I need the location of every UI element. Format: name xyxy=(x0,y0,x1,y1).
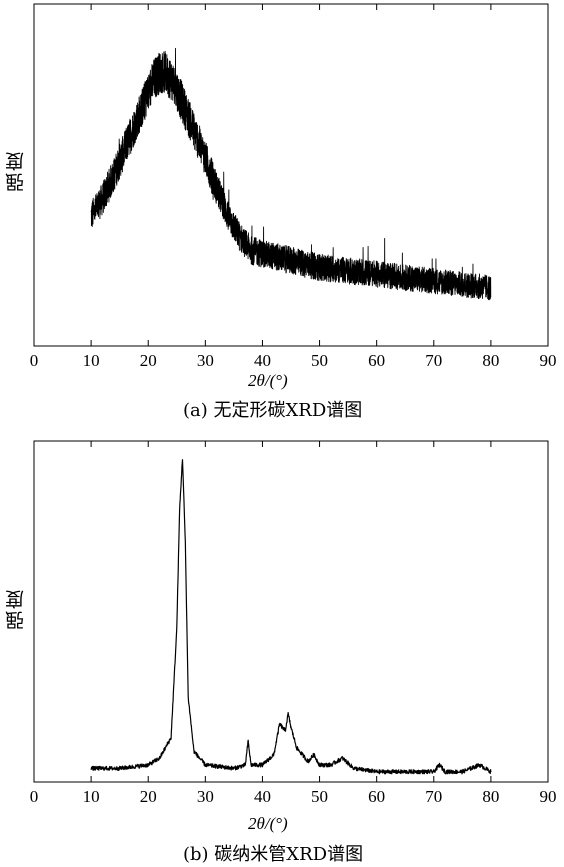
x-tick-label: 20 xyxy=(140,787,157,806)
x-tick-label: 30 xyxy=(197,787,214,806)
x-tick-label: 10 xyxy=(83,787,100,806)
x-tick-label: 0 xyxy=(30,351,39,370)
chart-a-ylabel: 强度 xyxy=(5,150,27,192)
chart-b-caption: (b) 碳纳米管XRD谱图 xyxy=(183,844,364,865)
x-tick-label: 50 xyxy=(311,351,328,370)
plot-frame xyxy=(33,440,549,783)
x-tick-label: 30 xyxy=(197,351,214,370)
chart-b-xlabel: 2θ/(°) xyxy=(248,814,288,833)
chart-a-caption: (a) 无定形碳XRD谱图 xyxy=(183,400,363,421)
chart-panel-b: 0 10 20 30 40 50 60 70 80 90 强度 2θ/(°) (b) 碳纳米管XR… xyxy=(0,430,564,867)
x-tick-label: 70 xyxy=(425,787,442,806)
chart-b-ylabel: 强度 xyxy=(5,588,27,630)
x-tick-label: 50 xyxy=(311,787,328,806)
chart-panel-a: 0 10 20 30 40 50 60 70 80 90 强度 2θ/(°) (a) 无定形碳XR… xyxy=(0,0,564,425)
x-tick-label: 60 xyxy=(368,351,385,370)
x-tick-label: 90 xyxy=(540,787,557,806)
x-tick-label: 60 xyxy=(368,787,385,806)
x-tick-label: 10 xyxy=(83,351,100,370)
x-tick-label: 80 xyxy=(482,787,499,806)
x-tick-label: 20 xyxy=(140,351,157,370)
x-tick-label: 40 xyxy=(254,787,271,806)
x-tick-label: 40 xyxy=(254,351,271,370)
chart-b-svg: 0 10 20 30 40 50 60 70 80 90 xyxy=(30,440,557,806)
plot-frame xyxy=(33,3,549,347)
series-line-a-0 xyxy=(90,47,492,301)
x-tick-label: 80 xyxy=(482,351,499,370)
chart-a-xlabel: 2θ/(°) xyxy=(248,371,288,390)
chart-a-svg: 0 10 20 30 40 50 60 70 80 90 xyxy=(30,3,557,370)
series-line-b-0 xyxy=(90,459,492,775)
x-tick-label: 70 xyxy=(425,351,442,370)
x-tick-label: 90 xyxy=(540,351,557,370)
x-tick-label: 0 xyxy=(30,787,39,806)
